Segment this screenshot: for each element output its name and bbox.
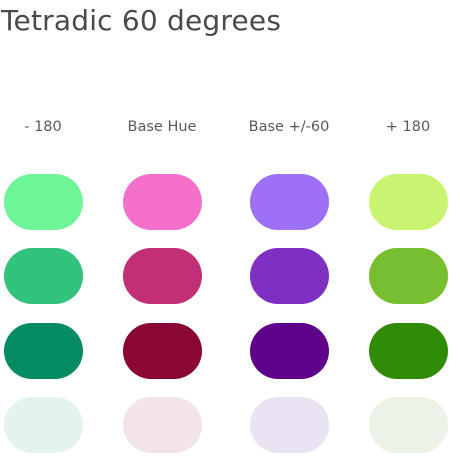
swatch-plus180-tint[interactable] bbox=[369, 397, 448, 453]
swatch-base60-medium[interactable] bbox=[250, 248, 329, 304]
swatch-base60-dark[interactable] bbox=[250, 323, 329, 379]
swatch-minus180-dark[interactable] bbox=[4, 323, 83, 379]
column-header-plus-180: + 180 bbox=[385, 119, 431, 135]
swatch-plus180-medium[interactable] bbox=[369, 248, 448, 304]
swatch-base60-light[interactable] bbox=[250, 174, 329, 230]
column-headers: - 180 Base Hue Base +/-60 + 180 bbox=[0, 119, 460, 139]
swatch-minus180-medium[interactable] bbox=[4, 248, 83, 304]
swatch-base60-tint[interactable] bbox=[250, 397, 329, 453]
swatch-minus180-light[interactable] bbox=[4, 174, 83, 230]
column-header-base-60: Base +/-60 bbox=[248, 119, 330, 135]
swatch-base-dark[interactable] bbox=[123, 323, 202, 379]
column-header-base-hue: Base Hue bbox=[127, 119, 197, 135]
swatch-base-tint[interactable] bbox=[123, 397, 202, 453]
page-title: Tetradic 60 degrees bbox=[1, 4, 282, 37]
swatch-minus180-tint[interactable] bbox=[4, 397, 83, 453]
swatch-base-light[interactable] bbox=[123, 174, 202, 230]
swatch-plus180-dark[interactable] bbox=[369, 323, 448, 379]
swatch-base-medium[interactable] bbox=[123, 248, 202, 304]
column-header-minus-180: - 180 bbox=[24, 119, 62, 135]
swatch-plus180-light[interactable] bbox=[369, 174, 448, 230]
